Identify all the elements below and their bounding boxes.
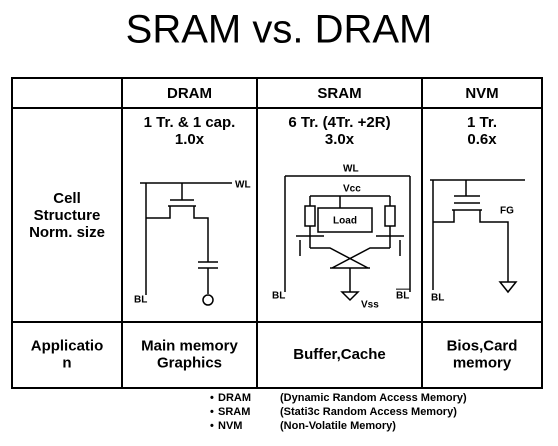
- footnote-term: SRAM: [218, 406, 250, 418]
- nvm-circuit: FG BL: [430, 179, 525, 304]
- cell-text: 1.0x: [175, 131, 205, 148]
- sram-circuit: WL Vcc Load BL BL Vss: [272, 164, 411, 311]
- ground: [498, 281, 518, 294]
- load-label: Load: [333, 216, 357, 227]
- bl-label: BL: [134, 295, 147, 306]
- footnote-desc: (Non-Volatile Memory): [280, 420, 396, 432]
- footnote-term: DRAM: [218, 392, 251, 404]
- bullet: •: [210, 392, 214, 404]
- bl-label: BL: [431, 293, 444, 304]
- bl-bar-label: BL: [396, 291, 409, 302]
- resistor: [304, 205, 316, 227]
- cell-text: 1 Tr.: [467, 114, 497, 131]
- column-header: SRAM: [317, 85, 361, 102]
- row-label: n: [62, 354, 71, 371]
- resistor: [384, 205, 396, 227]
- cell-text: 1 Tr. & 1 cap.: [144, 114, 236, 131]
- cell-text: Graphics: [157, 354, 222, 371]
- row-label: Applicatio: [31, 337, 104, 354]
- footnotes: • DRAM (Dynamic Random Access Memory) • SRAM…: [210, 392, 467, 432]
- footnote-term: NVM: [218, 420, 242, 432]
- bl-label: BL: [272, 291, 285, 302]
- footnote-desc: (Dynamic Random Access Memory): [280, 392, 467, 404]
- bullet: •: [210, 420, 214, 432]
- cell-text: Buffer,Cache: [293, 346, 386, 363]
- wl-label: WL: [343, 164, 359, 175]
- ground: [340, 291, 360, 302]
- cell-text: 6 Tr. (4Tr. +2R): [288, 114, 390, 131]
- circuit-wires: [430, 179, 525, 290]
- cell-text: 3.0x: [325, 131, 355, 148]
- row-label: Cell: [53, 190, 81, 207]
- bl-node: [202, 294, 214, 306]
- cell-text: 0.6x: [467, 131, 497, 148]
- circuit-wires: [140, 182, 232, 295]
- circuit-wires: [284, 175, 411, 292]
- fg-label: FG: [500, 206, 514, 217]
- row-label: Norm. size: [29, 224, 105, 241]
- table-grid: [11, 77, 543, 389]
- cell-text: Bios,Card: [447, 337, 518, 354]
- row-label: Structure: [34, 207, 101, 224]
- footnote-desc: (Stati3c Random Access Memory): [280, 406, 457, 418]
- cell-text: memory: [453, 354, 512, 371]
- vcc-label: Vcc: [343, 184, 361, 195]
- vss-label: Vss: [361, 300, 379, 311]
- column-header: DRAM: [167, 85, 212, 102]
- slide-title: SRAM vs. DRAM: [126, 8, 433, 52]
- wl-label: WL: [235, 180, 251, 191]
- column-header: NVM: [465, 85, 498, 102]
- table-border: [11, 77, 543, 389]
- bullet: •: [210, 406, 214, 418]
- cell-text: Main memory: [141, 337, 238, 354]
- dram-circuit: WL BL: [134, 180, 251, 306]
